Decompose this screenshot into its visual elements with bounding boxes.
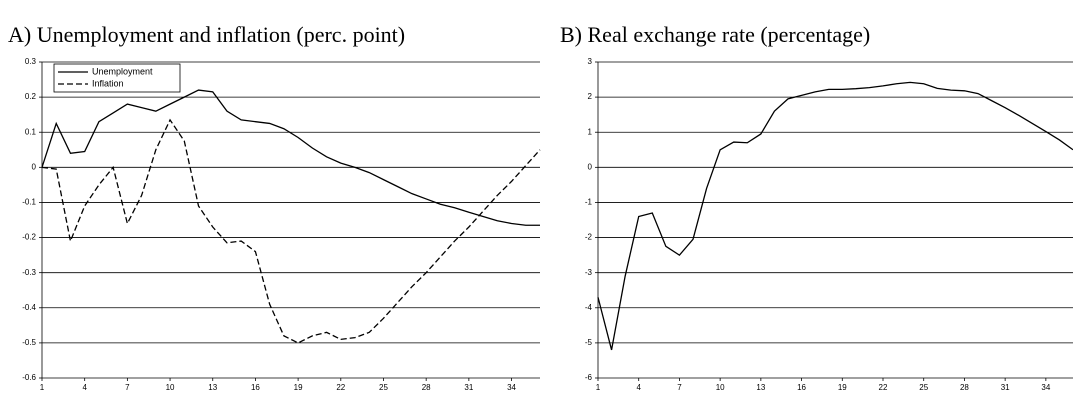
x-tick-label: 4 bbox=[636, 383, 641, 392]
y-tick-label: 0 bbox=[32, 162, 37, 171]
x-tick-label: 1 bbox=[40, 383, 45, 392]
y-tick-label: -6 bbox=[585, 373, 593, 382]
chart-title: B) Real exchange rate (percentage) bbox=[560, 22, 870, 47]
y-tick-label: -4 bbox=[585, 303, 593, 312]
x-tick-label: 4 bbox=[82, 383, 87, 392]
legend-box bbox=[53, 63, 181, 93]
line bbox=[41, 89, 540, 226]
x-tick-label: 10 bbox=[716, 383, 725, 392]
chart-title: A) Unemployment and inflation (perc. poi… bbox=[8, 22, 405, 47]
y-tick-label: -0.2 bbox=[22, 233, 36, 242]
y-tick-label: 0 bbox=[588, 162, 593, 171]
y-tick-label: -3 bbox=[585, 268, 593, 277]
x-tick-label: 31 bbox=[464, 383, 473, 392]
x-tick-label: 25 bbox=[919, 383, 928, 392]
x-tick-label: 13 bbox=[756, 383, 765, 392]
y-tick-label: 0.3 bbox=[25, 57, 37, 66]
line bbox=[41, 118, 541, 344]
x-tick-label: 34 bbox=[507, 383, 516, 392]
y-tick-label: -0.1 bbox=[22, 198, 36, 207]
y-tick-label: -0.6 bbox=[22, 373, 36, 382]
x-tick-label: 16 bbox=[797, 383, 806, 392]
x-tick-label: 34 bbox=[1041, 383, 1050, 392]
x-tick-label: 19 bbox=[294, 383, 303, 392]
y-tick-label: -1 bbox=[585, 198, 593, 207]
x-tick-label: 28 bbox=[422, 383, 431, 392]
x-tick-label: 10 bbox=[166, 383, 175, 392]
x-tick-label: 7 bbox=[677, 383, 682, 392]
x-tick-label: 7 bbox=[125, 383, 130, 392]
x-tick-label: 25 bbox=[379, 383, 388, 392]
x-tick-label: 22 bbox=[336, 383, 345, 392]
legend-label: Inflation bbox=[92, 78, 124, 88]
y-tick-label: -0.5 bbox=[22, 338, 36, 347]
x-tick-label: 13 bbox=[208, 383, 217, 392]
x-tick-label: 19 bbox=[838, 383, 847, 392]
x-tick-label: 22 bbox=[879, 383, 888, 392]
y-tick-label: 3 bbox=[588, 57, 593, 66]
y-tick-label: -2 bbox=[585, 233, 593, 242]
y-tick-label: 1 bbox=[588, 127, 593, 136]
y-tick-label: 0.2 bbox=[25, 92, 37, 101]
y-tick-label: -5 bbox=[585, 338, 593, 347]
x-tick-label: 31 bbox=[1001, 383, 1010, 392]
x-tick-label: 16 bbox=[251, 383, 260, 392]
legend-label: Unemployment bbox=[92, 66, 153, 76]
y-tick-label: 0.1 bbox=[25, 127, 37, 136]
y-tick-label: -0.3 bbox=[22, 268, 36, 277]
line bbox=[597, 81, 1073, 351]
x-tick-label: 1 bbox=[596, 383, 601, 392]
y-tick-label: 2 bbox=[588, 92, 593, 101]
y-tick-label: -0.4 bbox=[22, 303, 36, 312]
x-tick-label: 28 bbox=[960, 383, 969, 392]
